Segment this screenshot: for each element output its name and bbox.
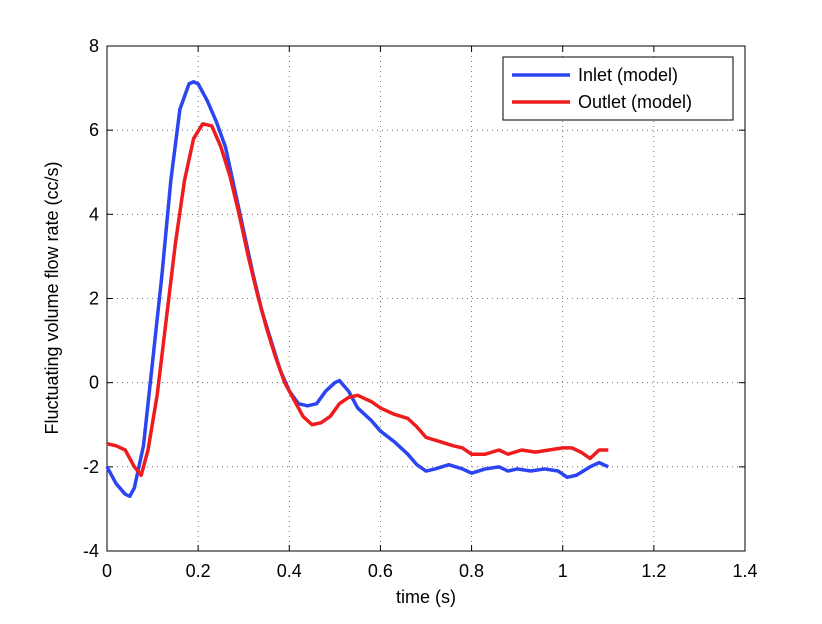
- x-tick-label: 0: [102, 561, 112, 581]
- y-tick-label: 8: [89, 36, 99, 56]
- data-line: [106, 122, 609, 477]
- y-tick-label: -2: [83, 457, 99, 477]
- legend-box: [502, 56, 734, 121]
- x-tick-label: 1.4: [732, 561, 757, 581]
- data-line: [105, 80, 610, 499]
- y-tick-label: -4: [83, 541, 99, 561]
- x-tick-label: 1.2: [641, 561, 666, 581]
- x-tick-label: 1: [558, 561, 568, 581]
- x-axis-label: time (s): [396, 587, 456, 607]
- x-tick-label: 0.4: [277, 561, 302, 581]
- y-tick-label: 4: [89, 204, 99, 224]
- y-tick-label: 2: [89, 289, 99, 309]
- x-tick-label: 0.2: [186, 561, 211, 581]
- x-tick-label: 0.8: [459, 561, 484, 581]
- y-tick-label: 0: [89, 373, 99, 393]
- plot-frame: [106, 45, 746, 552]
- y-axis-label: Fluctuating volume flow rate (cc/s): [42, 161, 62, 434]
- legend-label: Inlet (model): [578, 65, 678, 85]
- x-tick-label: 0.6: [368, 561, 393, 581]
- legend-label: Outlet (model): [578, 92, 692, 112]
- y-tick-label: 6: [89, 120, 99, 140]
